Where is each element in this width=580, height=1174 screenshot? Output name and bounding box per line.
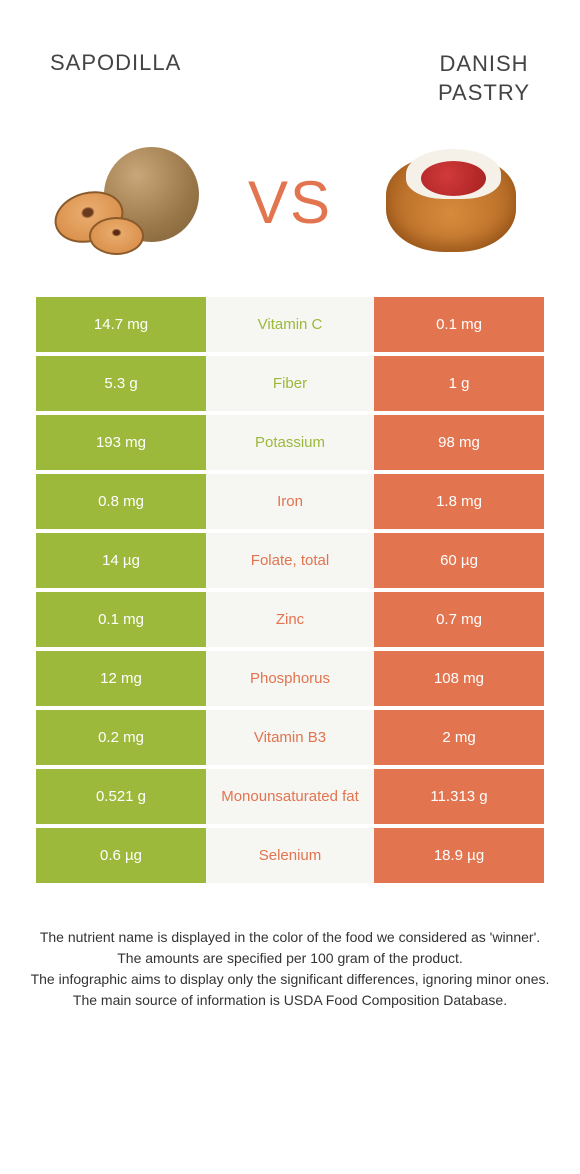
table-row: 0.6 µgSelenium18.9 µg	[36, 828, 544, 883]
table-row: 0.521 gMonounsaturated fat11.313 g	[36, 769, 544, 824]
table-row: 14.7 mgVitamin C0.1 mg	[36, 297, 544, 352]
right-value-cell: 0.1 mg	[374, 297, 544, 352]
comparison-table: 14.7 mgVitamin C0.1 mg5.3 gFiber1 g193 m…	[0, 297, 580, 883]
nutrient-label-cell: Potassium	[206, 415, 374, 470]
table-row: 5.3 gFiber1 g	[36, 356, 544, 411]
nutrient-label-cell: Iron	[206, 474, 374, 529]
images-row: VS	[0, 127, 580, 297]
nutrient-label-cell: Phosphorus	[206, 651, 374, 706]
right-value-cell: 108 mg	[374, 651, 544, 706]
left-value-cell: 0.1 mg	[36, 592, 206, 647]
table-row: 12 mgPhosphorus108 mg	[36, 651, 544, 706]
nutrient-label-cell: Vitamin B3	[206, 710, 374, 765]
nutrient-label-cell: Zinc	[206, 592, 374, 647]
header: SAPODILLA DANISH PASTRY	[0, 0, 580, 127]
right-value-cell: 1.8 mg	[374, 474, 544, 529]
table-row: 0.2 mgVitamin B32 mg	[36, 710, 544, 765]
nutrient-label-cell: Selenium	[206, 828, 374, 883]
left-value-cell: 5.3 g	[36, 356, 206, 411]
footnote-line: The infographic aims to display only the…	[30, 969, 550, 990]
footnotes: The nutrient name is displayed in the co…	[0, 887, 580, 1011]
left-food-title: SAPODILLA	[50, 50, 181, 107]
right-value-cell: 1 g	[374, 356, 544, 411]
left-value-cell: 14.7 mg	[36, 297, 206, 352]
left-value-cell: 0.6 µg	[36, 828, 206, 883]
left-value-cell: 193 mg	[36, 415, 206, 470]
left-value-cell: 12 mg	[36, 651, 206, 706]
right-title-line1: DANISH	[438, 50, 530, 79]
nutrient-label-cell: Vitamin C	[206, 297, 374, 352]
danish-pastry-icon	[371, 137, 531, 267]
right-food-image	[371, 137, 531, 267]
left-value-cell: 0.2 mg	[36, 710, 206, 765]
right-value-cell: 0.7 mg	[374, 592, 544, 647]
table-row: 0.1 mgZinc0.7 mg	[36, 592, 544, 647]
table-row: 193 mgPotassium98 mg	[36, 415, 544, 470]
sapodilla-icon	[49, 137, 209, 267]
right-value-cell: 18.9 µg	[374, 828, 544, 883]
right-title-line2: PASTRY	[438, 79, 530, 108]
right-value-cell: 60 µg	[374, 533, 544, 588]
right-value-cell: 98 mg	[374, 415, 544, 470]
table-row: 0.8 mgIron1.8 mg	[36, 474, 544, 529]
left-food-image	[49, 137, 209, 267]
right-value-cell: 11.313 g	[374, 769, 544, 824]
left-value-cell: 14 µg	[36, 533, 206, 588]
right-value-cell: 2 mg	[374, 710, 544, 765]
nutrient-label-cell: Fiber	[206, 356, 374, 411]
left-value-cell: 0.521 g	[36, 769, 206, 824]
left-value-cell: 0.8 mg	[36, 474, 206, 529]
right-food-title: DANISH PASTRY	[438, 50, 530, 107]
footnote-line: The nutrient name is displayed in the co…	[30, 927, 550, 948]
table-row: 14 µgFolate, total60 µg	[36, 533, 544, 588]
vs-label: VS	[248, 168, 332, 237]
footnote-line: The main source of information is USDA F…	[30, 990, 550, 1011]
nutrient-label-cell: Monounsaturated fat	[206, 769, 374, 824]
nutrient-label-cell: Folate, total	[206, 533, 374, 588]
footnote-line: The amounts are specified per 100 gram o…	[30, 948, 550, 969]
